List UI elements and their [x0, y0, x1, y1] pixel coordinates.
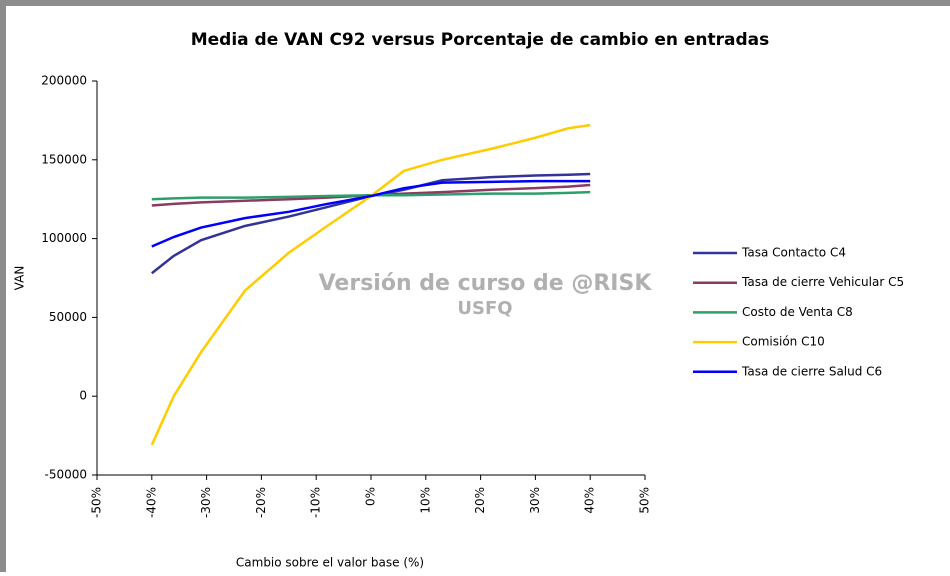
y-tick-label: 0 [79, 389, 87, 403]
chart-title: Media de VAN C92 versus Porcentaje de ca… [191, 30, 770, 50]
y-tick-label: -50000 [44, 468, 87, 482]
legend-label: Tasa de cierre Vehicular C5 [741, 275, 904, 289]
series-line [151, 179, 591, 248]
y-tick-label: 100000 [41, 231, 87, 245]
x-tick-label: -40% [144, 487, 158, 518]
x-tick-label: 20% [473, 487, 487, 514]
watermark: Versión de curso de @RISK [319, 271, 653, 296]
x-tick-label: -50% [90, 487, 104, 518]
y-tick-label: 150000 [41, 152, 87, 166]
watermark: USFQ [457, 298, 512, 319]
legend-label: Tasa de cierre Salud C6 [741, 364, 882, 378]
legend-label: Comisión C10 [742, 335, 825, 349]
x-tick-label: -30% [199, 487, 213, 518]
legend-label: Tasa Contacto C4 [741, 246, 846, 260]
x-tick-label: 40% [583, 487, 597, 514]
chart-area [6, 6, 950, 572]
x-tick-label: 30% [528, 487, 542, 514]
x-tick-label: 50% [638, 487, 652, 514]
legend-label: Costo de Venta C8 [742, 305, 853, 319]
x-axis-label: Cambio sobre el valor base (%) [236, 556, 424, 570]
x-tick-label: 10% [418, 487, 432, 514]
y-tick-label: 50000 [49, 310, 87, 324]
x-tick-label: -10% [309, 487, 323, 518]
x-tick-label: 0% [364, 487, 378, 506]
y-axis-label: VAN [13, 266, 27, 291]
y-tick-label: 200000 [41, 74, 87, 88]
x-tick-label: -20% [254, 487, 268, 518]
